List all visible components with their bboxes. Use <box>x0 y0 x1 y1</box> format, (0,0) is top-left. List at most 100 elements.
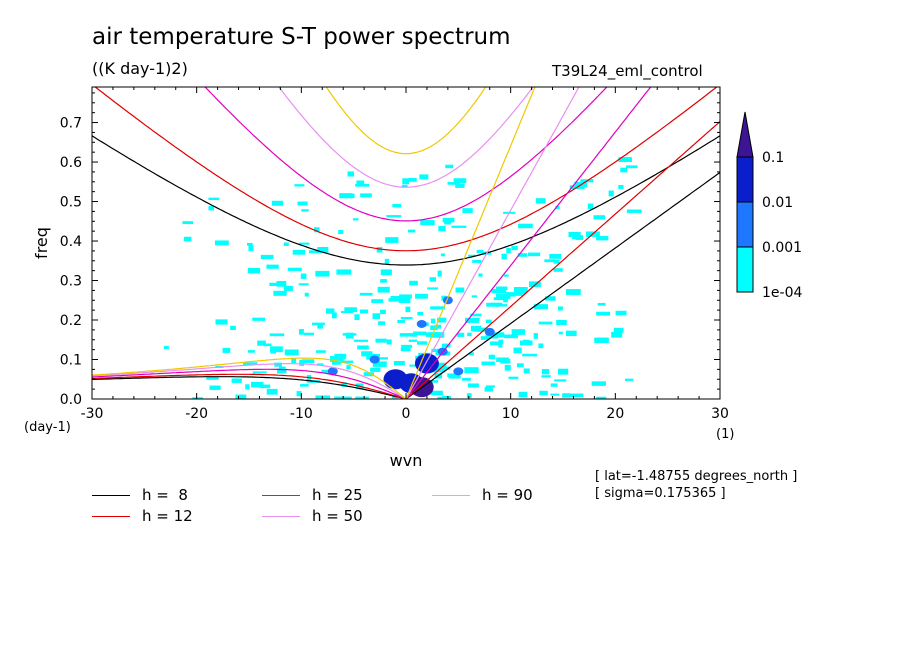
power-cell <box>300 273 307 279</box>
power-cell <box>417 312 423 316</box>
power-blob <box>414 353 439 374</box>
power-cell <box>357 345 369 350</box>
power-cell <box>304 292 309 297</box>
curve-rossby-h50 <box>92 363 407 399</box>
power-cell <box>470 325 482 332</box>
power-cell <box>247 267 261 274</box>
chart-title: air temperature S-T power spectrum <box>92 24 511 50</box>
power-cell <box>163 346 169 349</box>
power-cell <box>555 205 560 210</box>
power-cell <box>353 339 369 342</box>
y-tick-label: 0.2 <box>60 313 82 329</box>
colorbar-label: 1e-04 <box>762 285 802 301</box>
power-cell <box>572 236 578 240</box>
power-cell <box>415 293 428 299</box>
power-cell <box>596 236 609 241</box>
power-cell <box>453 178 467 183</box>
power-cell <box>338 230 344 234</box>
power-cell <box>209 385 221 390</box>
legend-h50: h = 50 <box>262 507 363 525</box>
power-cell <box>388 298 396 302</box>
legend-line-h25 <box>262 494 300 496</box>
power-cell <box>330 356 344 362</box>
lat-info: [ lat=-1.48755 degrees_north ] <box>595 469 798 484</box>
colorbar-label: 0.001 <box>762 240 802 256</box>
power-cell <box>294 184 305 187</box>
power-cell <box>334 353 347 358</box>
power-cell <box>377 286 390 293</box>
power-cell <box>485 388 494 392</box>
power-cell <box>336 269 352 275</box>
power-cell <box>608 190 614 197</box>
power-cell <box>486 302 500 307</box>
power-cell <box>279 366 286 371</box>
power-cell <box>392 203 402 208</box>
power-cell <box>192 397 204 399</box>
plot-frame <box>91 86 721 400</box>
power-cell <box>372 313 381 319</box>
power-cell <box>430 325 438 331</box>
legend-h90: h = 90 <box>432 486 533 504</box>
power-cell <box>554 379 567 382</box>
power-cell <box>247 242 253 246</box>
power-cell <box>315 270 330 277</box>
power-cell <box>444 220 451 225</box>
power-cell <box>485 319 492 324</box>
power-cell <box>269 282 279 286</box>
power-cell <box>468 352 474 356</box>
y-tick-label: 0.3 <box>60 274 82 290</box>
power-cell <box>471 295 478 298</box>
power-cell <box>511 245 518 251</box>
power-cell <box>462 208 473 213</box>
power-cell <box>260 254 274 260</box>
y-unit-label: (day-1) <box>24 420 71 435</box>
power-cell <box>594 337 609 343</box>
power-cell <box>215 319 228 325</box>
power-cell <box>503 274 509 277</box>
power-cell <box>508 376 519 379</box>
power-cell <box>331 312 337 319</box>
power-cell <box>625 165 638 169</box>
power-cell <box>440 253 445 257</box>
power-cell <box>523 368 530 374</box>
power-cell <box>370 367 381 372</box>
power-cell <box>556 319 567 326</box>
legend-label-h8: h = 8 <box>142 486 188 504</box>
colorbar-segment <box>736 201 754 248</box>
power-cell <box>538 343 544 349</box>
power-cell <box>214 240 229 246</box>
power-cell <box>303 332 315 336</box>
power-cell <box>315 350 326 353</box>
plot-area <box>92 87 720 399</box>
power-cell <box>284 349 299 356</box>
power-cell <box>464 317 480 321</box>
power-cell <box>317 363 324 366</box>
power-cell <box>513 347 522 354</box>
power-cell <box>266 264 279 269</box>
power-cell <box>565 330 577 337</box>
power-cell <box>301 209 309 212</box>
power-cell <box>596 396 607 399</box>
power-cell <box>347 171 355 177</box>
power-cell <box>300 384 309 387</box>
power-cell <box>412 334 417 337</box>
curve-kelvin-h8 <box>405 172 720 399</box>
power-cell <box>447 182 460 185</box>
power-cell <box>565 289 581 295</box>
power-cell <box>252 317 266 321</box>
power-cell <box>363 372 374 377</box>
x-unit-label: (1) <box>716 427 734 442</box>
power-cell <box>489 341 502 346</box>
curve-ig-h8 <box>92 135 720 266</box>
power-cell <box>481 361 495 366</box>
power-cell <box>587 203 594 210</box>
power-cell <box>354 314 360 321</box>
power-cell <box>441 343 451 348</box>
power-cell <box>517 253 527 257</box>
power-cell <box>274 362 282 367</box>
power-cell <box>553 268 563 272</box>
power-cell <box>429 332 445 338</box>
power-cell <box>468 254 477 257</box>
power-cell <box>467 332 472 337</box>
power-cell <box>558 331 563 335</box>
